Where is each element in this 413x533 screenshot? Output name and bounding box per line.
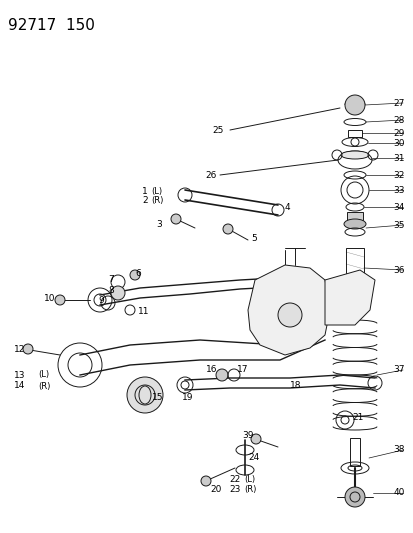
Text: 19: 19 <box>182 393 193 402</box>
Text: 10: 10 <box>43 294 55 303</box>
Circle shape <box>171 214 180 224</box>
Text: 36: 36 <box>392 265 404 274</box>
Text: 28: 28 <box>393 116 404 125</box>
Circle shape <box>127 377 163 413</box>
Text: 3: 3 <box>156 220 161 229</box>
Bar <box>346 212 362 220</box>
Text: 24: 24 <box>247 453 259 462</box>
Bar <box>347 130 361 137</box>
Text: 14: 14 <box>14 382 25 391</box>
Text: 4: 4 <box>284 203 290 212</box>
Text: 35: 35 <box>392 221 404 230</box>
Text: 30: 30 <box>392 139 404 148</box>
Text: 9: 9 <box>98 295 104 304</box>
Text: (L): (L) <box>38 370 49 379</box>
Text: 27: 27 <box>393 99 404 108</box>
Polygon shape <box>247 265 329 355</box>
Text: (R): (R) <box>38 382 50 391</box>
Text: 33: 33 <box>392 185 404 195</box>
Text: 21: 21 <box>351 414 363 423</box>
Text: 16: 16 <box>205 366 216 375</box>
Text: 39: 39 <box>242 432 254 440</box>
Ellipse shape <box>340 151 368 159</box>
Circle shape <box>250 434 260 444</box>
Text: 8: 8 <box>108 286 114 295</box>
Text: 7: 7 <box>108 274 114 284</box>
Text: (R): (R) <box>151 196 163 205</box>
Text: 92717  150: 92717 150 <box>8 18 95 33</box>
Polygon shape <box>324 270 374 325</box>
Text: (L): (L) <box>243 475 254 484</box>
Ellipse shape <box>343 219 365 229</box>
Circle shape <box>216 369 228 381</box>
Circle shape <box>201 476 211 486</box>
Text: 38: 38 <box>392 446 404 455</box>
Text: 31: 31 <box>392 154 404 163</box>
Text: 5: 5 <box>250 233 256 243</box>
Text: 23: 23 <box>229 486 240 495</box>
Text: 11: 11 <box>138 308 149 317</box>
Text: 17: 17 <box>236 366 248 375</box>
Text: 26: 26 <box>205 171 216 180</box>
Circle shape <box>23 344 33 354</box>
Circle shape <box>223 224 233 234</box>
Text: 34: 34 <box>393 203 404 212</box>
Text: 15: 15 <box>152 392 163 401</box>
Text: 18: 18 <box>289 381 301 390</box>
Bar <box>349 438 359 466</box>
Text: 32: 32 <box>393 171 404 180</box>
Text: 6: 6 <box>135 269 140 278</box>
Text: 2: 2 <box>142 196 147 205</box>
Circle shape <box>344 95 364 115</box>
Text: 22: 22 <box>229 475 240 484</box>
Circle shape <box>111 286 125 300</box>
Text: (L): (L) <box>151 187 162 196</box>
Text: 12: 12 <box>14 345 25 354</box>
Text: 20: 20 <box>209 486 221 495</box>
Text: (R): (R) <box>243 486 256 495</box>
Text: 1: 1 <box>142 187 147 196</box>
Text: 13: 13 <box>14 370 25 379</box>
Circle shape <box>130 270 140 280</box>
Text: 25: 25 <box>212 125 223 134</box>
Bar <box>345 248 363 313</box>
Circle shape <box>277 303 301 327</box>
Circle shape <box>344 487 364 507</box>
Text: 29: 29 <box>393 128 404 138</box>
Circle shape <box>55 295 65 305</box>
Text: 40: 40 <box>393 489 404 497</box>
Text: 37: 37 <box>392 366 404 375</box>
